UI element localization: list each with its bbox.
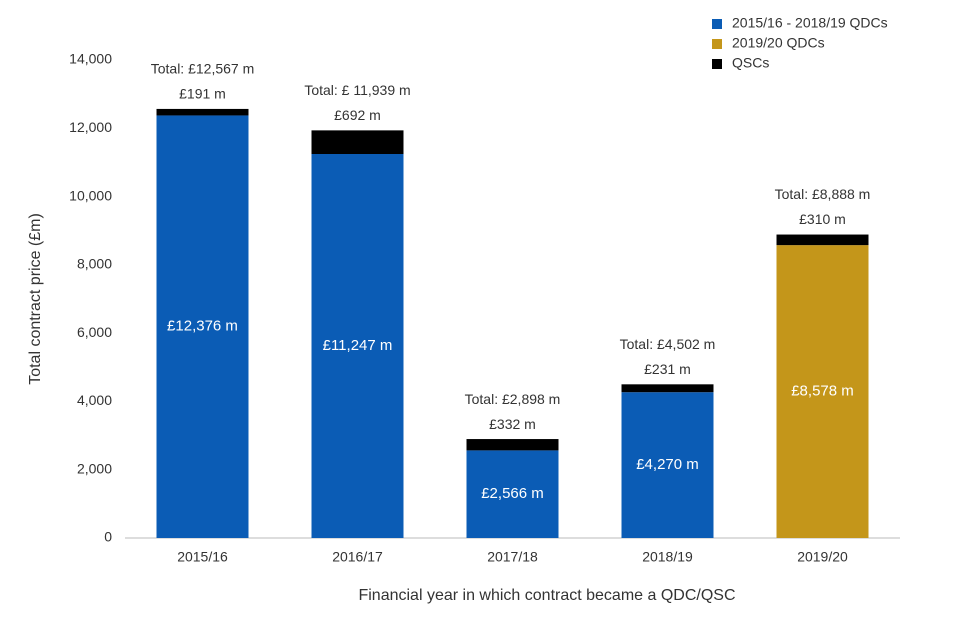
value-label: £12,376 m (167, 318, 238, 335)
value-label: £8,578 m (791, 383, 854, 400)
y-axis-title: Total contract price (£m) (27, 213, 44, 385)
total-label: Total: £8,888 m (775, 186, 871, 202)
y-tick-label: 4,000 (77, 392, 112, 408)
bar-segment (156, 115, 249, 538)
y-tick-label: 0 (104, 529, 112, 545)
bar-segment (776, 245, 869, 539)
total-label: Total: £12,567 m (151, 61, 255, 77)
y-tick-label: 10,000 (69, 187, 112, 203)
value-label: £692 m (334, 107, 381, 123)
x-tick-label: 2018/19 (642, 549, 693, 565)
y-tick-label: 12,000 (69, 119, 112, 135)
x-tick-label: 2019/20 (797, 549, 848, 565)
value-label: £310 m (799, 211, 846, 227)
legend-label: 2015/16 - 2018/19 QDCs (732, 15, 888, 31)
legend-label: 2019/20 QDCs (732, 35, 825, 51)
value-label: £191 m (179, 86, 226, 102)
bar-segment (311, 130, 404, 154)
value-label: £11,247 m (323, 337, 393, 354)
bar-segment (466, 439, 559, 451)
y-tick-label: 8,000 (77, 256, 112, 272)
bar-segment (776, 234, 869, 246)
legend-swatch (712, 39, 722, 49)
total-label: Total: £4,502 m (620, 336, 716, 352)
value-label: £231 m (644, 361, 691, 377)
legend-swatch (712, 59, 722, 69)
total-label: Total: £2,898 m (465, 391, 561, 407)
y-tick-label: 6,000 (77, 324, 112, 340)
bar-segment (466, 450, 559, 538)
legend-swatch (712, 19, 722, 29)
bar-segment (621, 384, 714, 393)
bar-segment (621, 392, 714, 538)
legend-label: QSCs (732, 55, 769, 71)
x-axis-title: Financial year in which contract became … (358, 587, 735, 604)
y-tick-label: 14,000 (69, 51, 112, 67)
x-tick-label: 2015/16 (177, 549, 228, 565)
bar-segment (311, 153, 404, 538)
value-label: £2,566 m (481, 485, 544, 502)
x-tick-label: 2016/17 (332, 549, 383, 565)
bar-segment (156, 108, 249, 116)
value-label: £332 m (489, 416, 536, 432)
y-tick-label: 2,000 (77, 460, 112, 476)
total-label: Total: £ 11,939 m (304, 82, 410, 98)
x-tick-label: 2017/18 (487, 549, 538, 565)
value-label: £4,270 m (636, 456, 699, 473)
